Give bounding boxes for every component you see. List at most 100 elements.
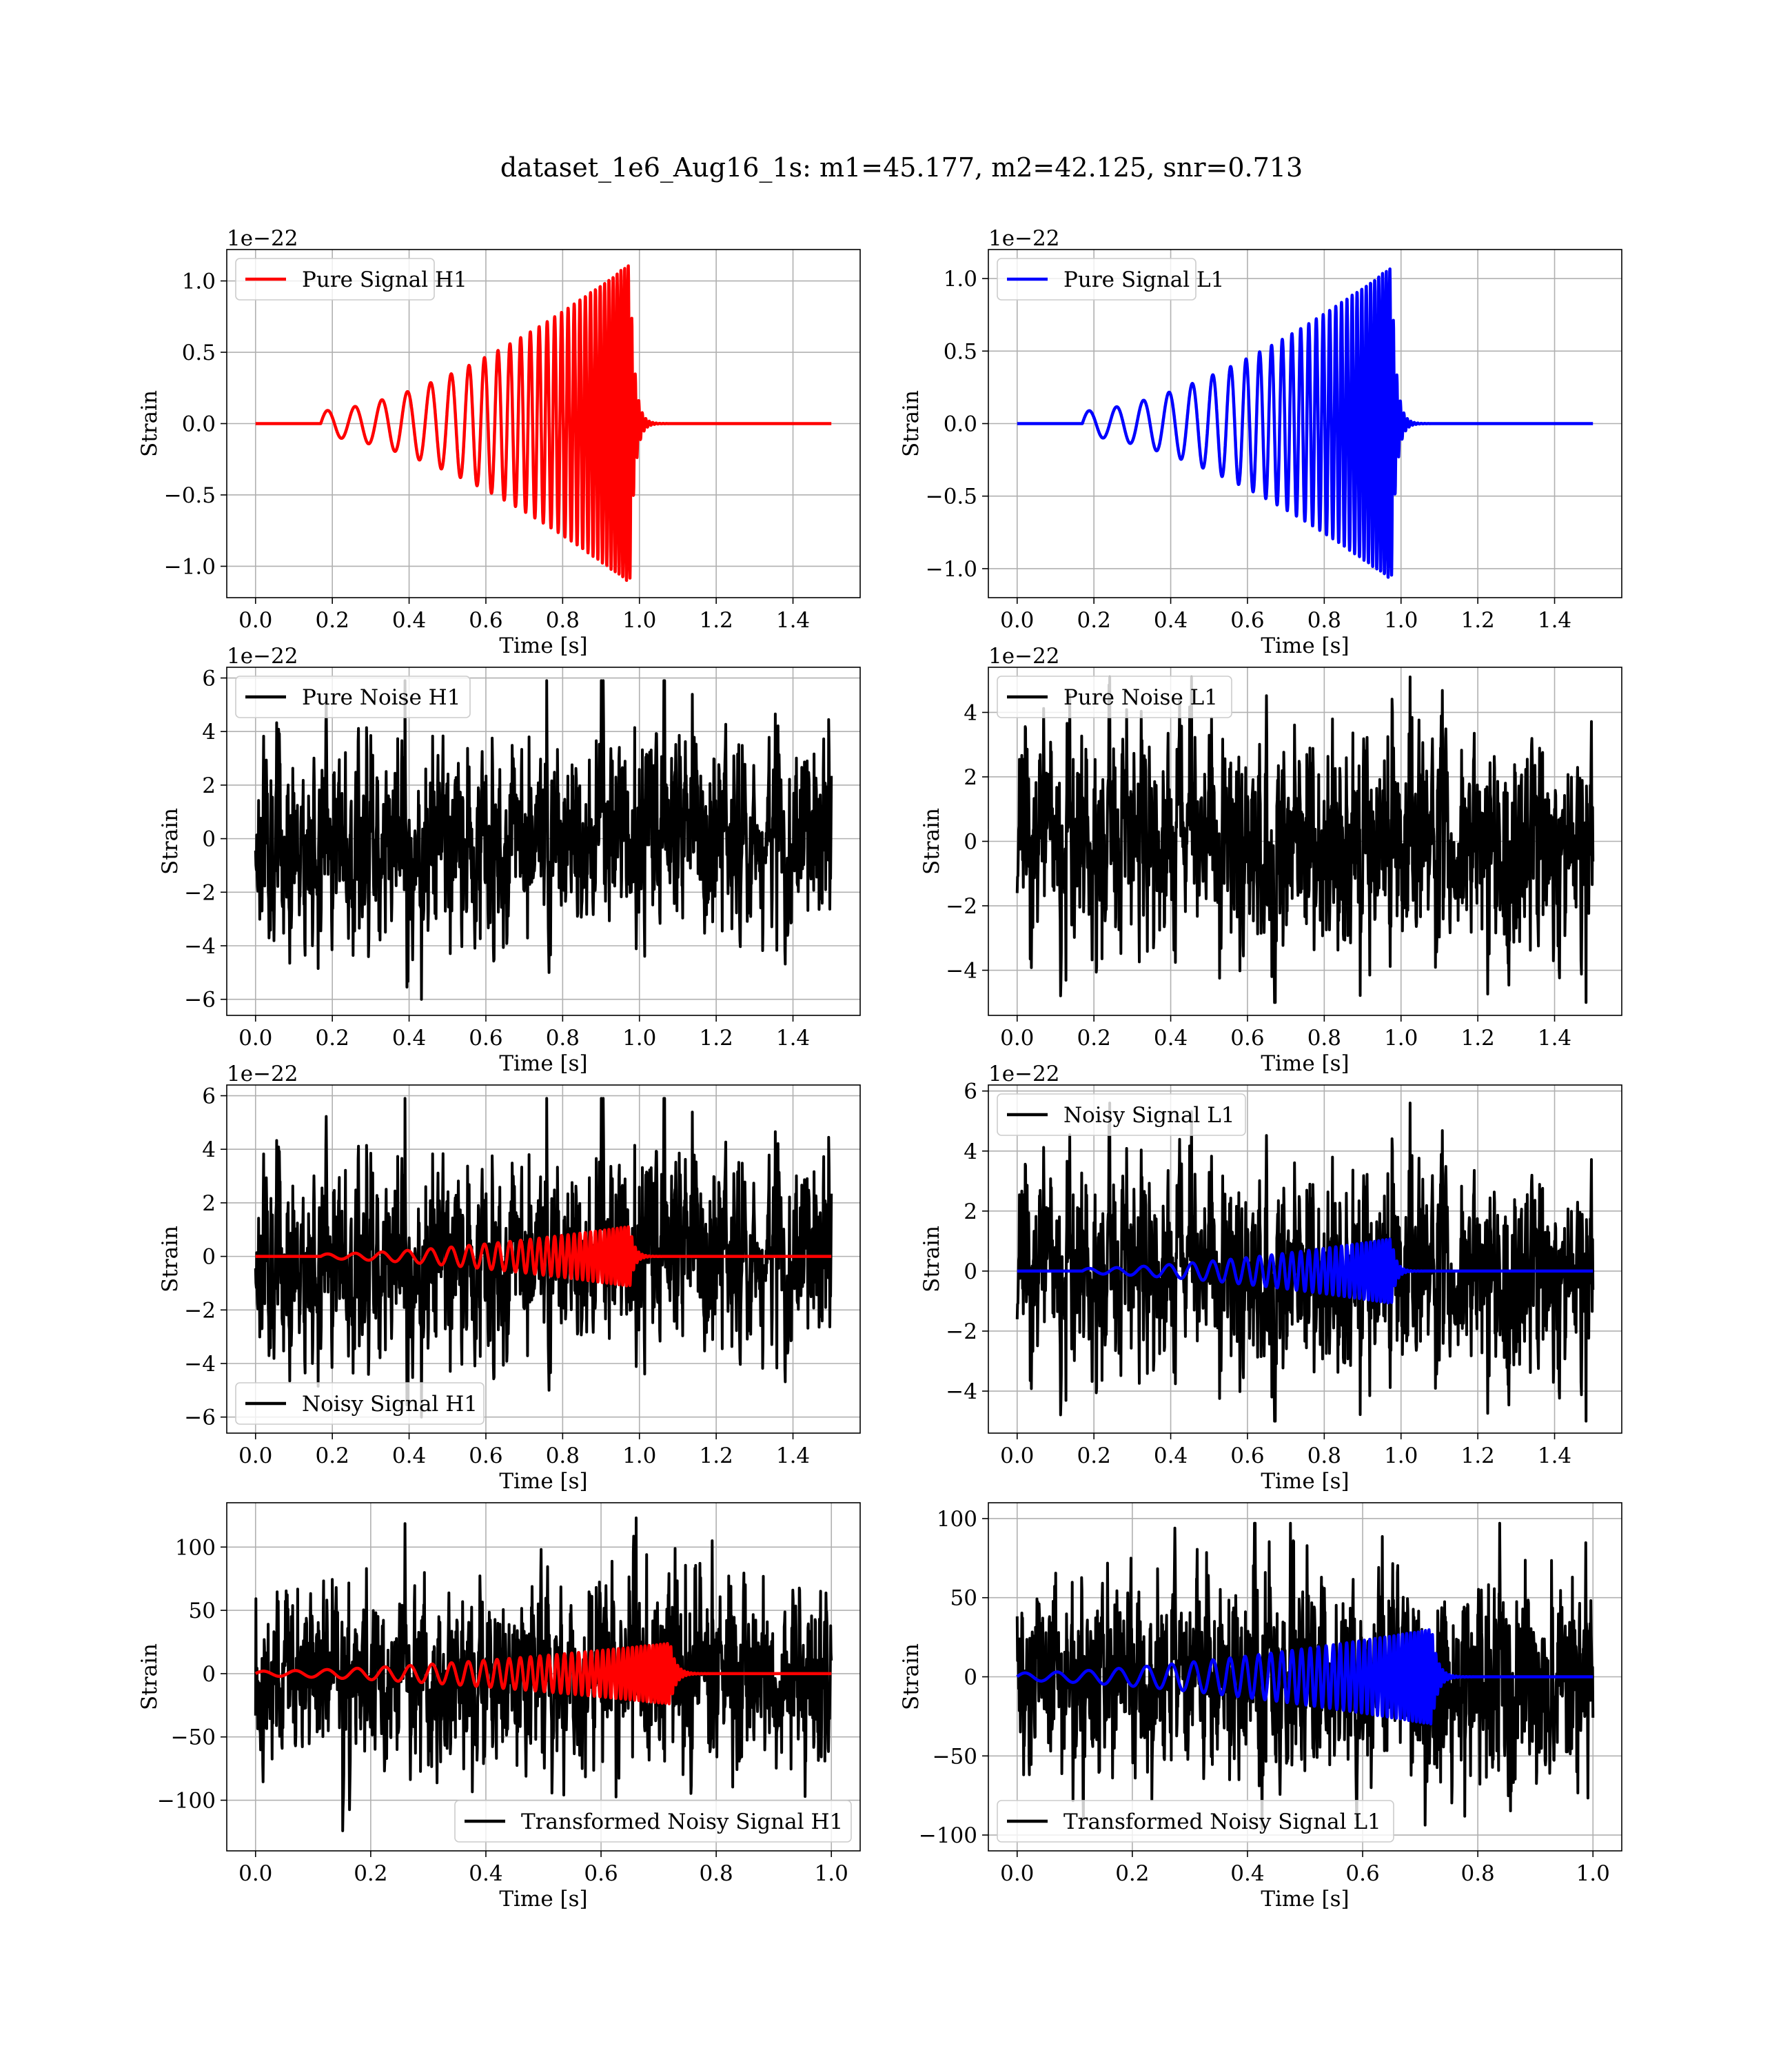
legend-box [235, 1382, 485, 1425]
x-tick-label: 0.4 [1154, 608, 1188, 633]
x-tick-label: 0.0 [1000, 1443, 1034, 1468]
y-tick-label: 0.0 [944, 412, 977, 437]
x-tick-label: 1.2 [699, 1443, 733, 1468]
signal-line-pure-signal-l1 [1015, 267, 1595, 579]
offset-text: 1e−22 [988, 644, 1060, 669]
x-tick-label: 0.6 [469, 1443, 502, 1468]
subplot-noisy-signal-l1: 0.0 0.2 0.4 0.6 0.8 1.0 1.2 1.4 −4 −2 0 2 4 6 Time [s]… [919, 1062, 1622, 1494]
y-tick-label: 0 [964, 1259, 977, 1284]
y-tick-label: 4 [202, 720, 216, 744]
x-tick-label: 0.4 [469, 1861, 502, 1886]
y-axis-label: Strain [137, 1643, 162, 1710]
x-tick-label: 0.6 [469, 608, 502, 633]
series-group [1015, 267, 1595, 579]
offset-text: 1e−22 [227, 226, 298, 251]
y-tick-label: −100 [919, 1823, 977, 1848]
x-tick-label: 0.2 [316, 608, 349, 633]
series-group [1015, 676, 1595, 1004]
offset-text: 1e−22 [988, 226, 1060, 251]
y-tick-label: 0 [964, 830, 977, 855]
y-tick-label: 100 [937, 1507, 977, 1532]
legend-label: Transformed Noisy Signal H1 [521, 1810, 843, 1834]
y-tick-label: −2 [184, 880, 216, 905]
x-tick-label: 0.2 [316, 1026, 349, 1051]
x-tick-label: 1.4 [776, 1443, 810, 1468]
y-tick-label: 4 [964, 1139, 977, 1164]
y-tick-label: −2 [946, 894, 977, 919]
legend: Pure Signal L1 [997, 258, 1224, 301]
legend-box [235, 676, 471, 718]
x-tick-label: 0.8 [546, 1026, 580, 1051]
x-tick-label: 0.8 [546, 1443, 580, 1468]
x-axis-label: Time [s] [499, 1469, 587, 1494]
legend-label: Noisy Signal H1 [302, 1392, 478, 1417]
x-tick-label: 1.2 [1460, 608, 1494, 633]
signal-line-noisy-signal-l1 [1015, 1237, 1595, 1305]
x-tick-label: 0.6 [1230, 1026, 1264, 1051]
y-tick-label: 1.0 [182, 270, 216, 294]
x-tick-label: 1.2 [699, 1026, 733, 1051]
legend: Pure Signal H1 [235, 258, 467, 301]
y-tick-label: 4 [202, 1137, 216, 1162]
y-tick-label: 6 [202, 1084, 216, 1109]
axes-frame [226, 667, 861, 1016]
legend-box [997, 1800, 1394, 1843]
x-axis-label: Time [s] [1261, 1051, 1349, 1076]
x-tick-label: 1.4 [1538, 608, 1571, 633]
x-tick-label: 0.4 [392, 1026, 426, 1051]
y-tick-label: −50 [933, 1744, 977, 1769]
y-tick-label: 0 [964, 1665, 977, 1690]
legend: Noisy Signal L1 [997, 1093, 1246, 1136]
y-axis-label: Strain [899, 1643, 924, 1710]
legend-box [997, 676, 1232, 718]
series-group [254, 264, 833, 582]
x-tick-label: 1.0 [1384, 1443, 1418, 1468]
y-tick-label: 6 [202, 667, 216, 691]
y-tick-label: −4 [184, 1352, 216, 1377]
y-tick-label: 50 [950, 1586, 977, 1611]
signal-line-transformed-noisy-signal-l1 [1015, 1628, 1595, 1726]
y-tick-label: 100 [175, 1535, 216, 1560]
y-tick-label: −2 [184, 1298, 216, 1323]
x-tick-label: 0.4 [392, 1443, 426, 1468]
signal-line-transformed-noisy-signal-h1 [254, 1642, 833, 1705]
axes-frame [226, 1502, 861, 1852]
x-tick-label: 1.0 [815, 1861, 848, 1886]
x-tick-label: 0.0 [238, 1861, 272, 1886]
y-tick-label: 0 [202, 1662, 216, 1687]
x-tick-label: 0.6 [584, 1861, 618, 1886]
legend: Transformed Noisy Signal H1 [454, 1800, 852, 1843]
x-tick-label: 0.6 [469, 1026, 502, 1051]
y-tick-label: 0.0 [182, 412, 216, 437]
x-tick-label: 0.8 [1460, 1861, 1494, 1886]
x-tick-label: 0.8 [1307, 1026, 1341, 1051]
y-tick-label: −100 [157, 1789, 216, 1814]
y-axis-label: Strain [919, 808, 944, 875]
x-tick-label: 0.2 [1077, 608, 1111, 633]
x-tick-label: 1.0 [1384, 1026, 1418, 1051]
y-tick-label: −4 [184, 934, 216, 959]
y-tick-label: −4 [946, 959, 977, 984]
x-tick-label: 0.4 [1154, 1443, 1188, 1468]
y-tick-label: 6 [964, 1079, 977, 1104]
subplot-pure-signal-l1: 0.0 0.2 0.4 0.6 0.8 1.0 1.2 1.4 −1.0 −0.5 0.0 0.5 1.… [899, 226, 1622, 658]
signal-line-pure-signal-h1 [254, 264, 833, 582]
subplot-transformed-noisy-signal-h1: 0.0 0.2 0.4 0.6 0.8 1.0 −100 −50 0 50 100 Time [s] S… [137, 1502, 861, 1912]
x-tick-label: 0.8 [1307, 1443, 1341, 1468]
x-tick-label: 1.4 [1538, 1443, 1571, 1468]
legend-label: Pure Signal H1 [302, 267, 467, 292]
x-tick-label: 0.2 [1115, 1861, 1149, 1886]
y-tick-label: 2 [964, 1199, 977, 1224]
series-group [1015, 1102, 1595, 1423]
subplot-pure-noise-h1: 0.0 0.2 0.4 0.6 0.8 1.0 1.2 1.4 −6 −4 −2 0 2 4 6 Time [… [158, 644, 861, 1076]
y-tick-label: −4 [946, 1379, 977, 1404]
y-tick-label: −2 [946, 1319, 977, 1344]
legend: Noisy Signal H1 [235, 1382, 485, 1425]
y-tick-label: −1.0 [926, 557, 977, 582]
y-tick-label: −1.0 [164, 554, 216, 579]
legend: Pure Noise L1 [997, 676, 1232, 718]
legend-label: Noisy Signal L1 [1063, 1103, 1235, 1128]
series-group [254, 679, 833, 1001]
y-tick-label: 2 [202, 1191, 216, 1216]
x-axis-label: Time [s] [499, 1887, 587, 1912]
